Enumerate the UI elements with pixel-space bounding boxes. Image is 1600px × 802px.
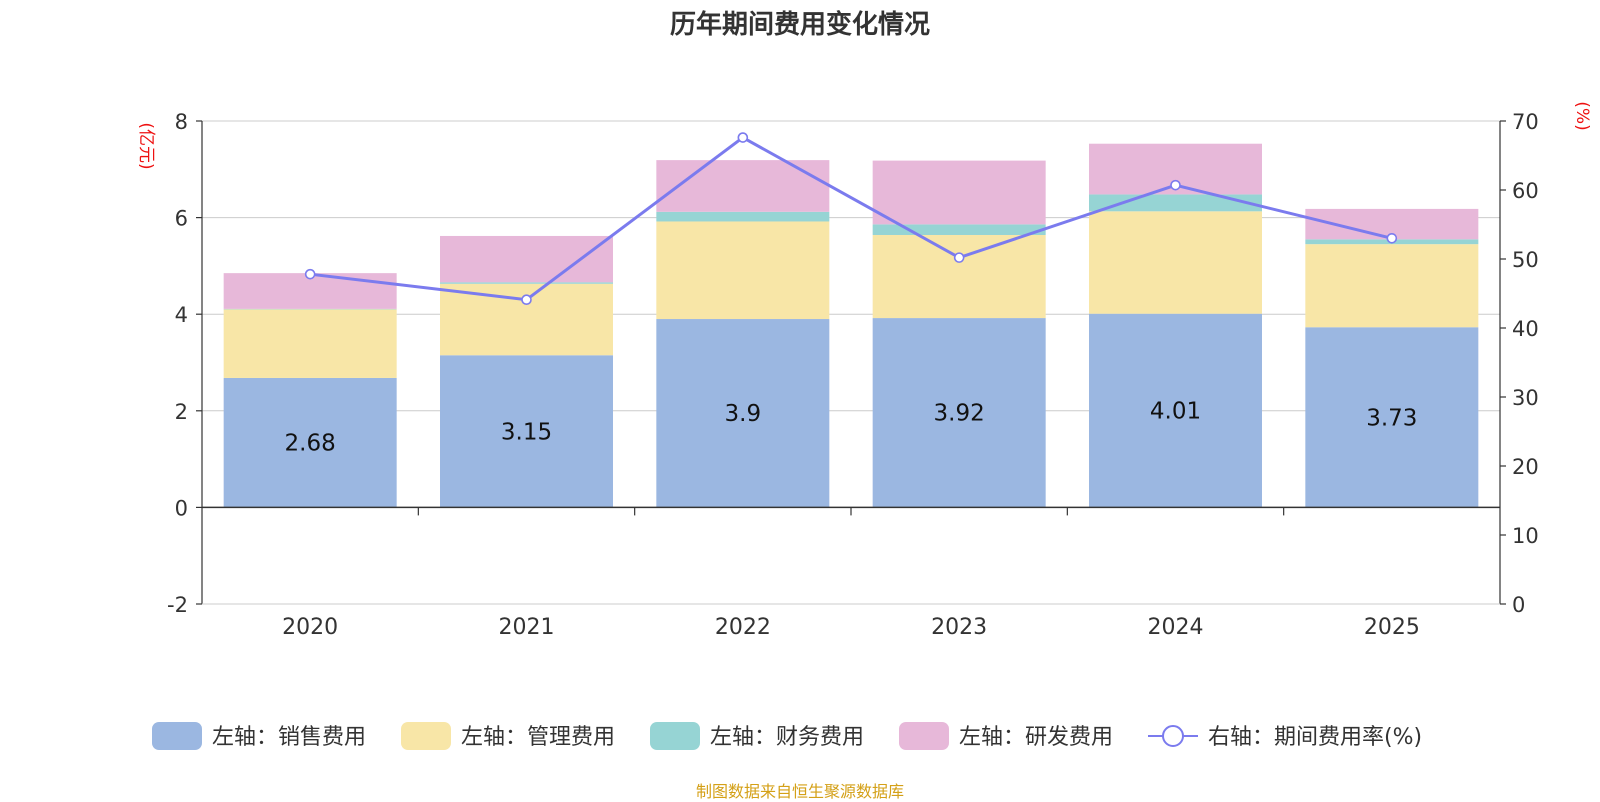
left-axis-tick-label: 2 [175, 400, 188, 424]
bar-segment [656, 212, 829, 222]
legend-marker [1163, 726, 1183, 746]
legend-item[interactable]: 左轴：管理费用 [401, 722, 615, 750]
legend-label: 左轴：管理费用 [461, 725, 615, 750]
bar-segment [1089, 211, 1262, 313]
bar-value-label: 3.92 [934, 401, 985, 427]
legend-label: 左轴：研发费用 [959, 725, 1113, 750]
line-point [955, 253, 964, 262]
legend-item[interactable]: 左轴：研发费用 [899, 722, 1113, 750]
bar-segment [656, 160, 829, 212]
bar-segment [656, 221, 829, 319]
right-axis-tick-label: 0 [1512, 593, 1525, 617]
right-axis-tick-label: 60 [1512, 179, 1539, 203]
bar-value-label: 3.73 [1366, 405, 1417, 431]
legend-item[interactable]: 左轴：销售费用 [152, 722, 366, 750]
right-axis-tick-label: 40 [1512, 317, 1539, 341]
bar-segment [224, 309, 397, 378]
x-axis-category-label: 2020 [282, 615, 338, 640]
right-axis-unit: (%) [1572, 101, 1592, 130]
x-axis-category-label: 2024 [1148, 615, 1204, 640]
line-point [306, 270, 315, 279]
bar-segment [873, 161, 1046, 225]
bar-value-label: 4.01 [1150, 399, 1201, 425]
x-axis-category-label: 2025 [1364, 615, 1420, 640]
right-axis-tick-label: 10 [1512, 524, 1539, 548]
legend-label: 左轴：财务费用 [710, 725, 864, 750]
left-axis-tick-label: 8 [175, 110, 188, 134]
legend-swatch [650, 722, 700, 750]
legend-swatch [152, 722, 202, 750]
legend-item[interactable]: 右轴：期间费用率(%) [1148, 725, 1422, 750]
chart-canvas: -2 0 2 4 6 8 0 10 20 30 40 50 60 70 2020 2021 2022 2023 20… [0, 0, 1600, 770]
line-point [1171, 181, 1180, 190]
left-axis-unit: (亿元) [136, 122, 156, 169]
line-point [738, 133, 747, 142]
legend-swatch [401, 722, 451, 750]
grid-layer [202, 121, 1500, 604]
left-axis-tick-label: 6 [175, 207, 188, 231]
x-axis-category-label: 2021 [499, 615, 555, 640]
left-axis-tick-label: 4 [175, 303, 188, 327]
legend[interactable]: 左轴：销售费用 左轴：管理费用 左轴：财务费用 左轴：研发费用 右轴：期间费用率(%) [152, 722, 1422, 750]
line-point [1387, 234, 1396, 243]
right-axis-tick-label: 20 [1512, 455, 1539, 479]
x-axis-category-label: 2022 [715, 615, 771, 640]
bar-segment [873, 224, 1046, 235]
left-axis-tick-label: 0 [175, 496, 188, 520]
bar-value-label: 3.15 [501, 419, 552, 445]
bar-value-label: 2.68 [285, 431, 336, 457]
legend-item[interactable]: 左轴：财务费用 [650, 722, 864, 750]
legend-label: 左轴：销售费用 [212, 725, 366, 750]
bar-value-label: 3.9 [725, 401, 762, 427]
legend-swatch [899, 722, 949, 750]
left-axis-tick-label: -2 [167, 593, 188, 617]
bar-segment [873, 235, 1046, 318]
legend-label: 右轴：期间费用率(%) [1208, 725, 1422, 750]
bar-segment [1305, 244, 1478, 327]
right-axis-tick-label: 70 [1512, 110, 1539, 134]
bar-segment [440, 236, 613, 282]
bar-segment [1089, 194, 1262, 211]
source-note: 制图数据来自恒生聚源数据库 [0, 778, 1600, 802]
right-axis-tick-label: 50 [1512, 248, 1539, 272]
x-axis-category-label: 2023 [931, 615, 987, 640]
line-point [522, 295, 531, 304]
bar-segment [440, 282, 613, 283]
right-axis-tick-label: 30 [1512, 386, 1539, 410]
